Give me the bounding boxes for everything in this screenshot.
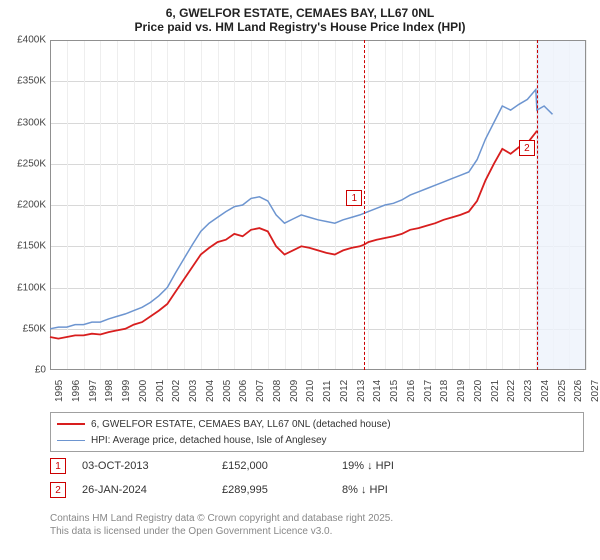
legend-swatch-hpi bbox=[57, 440, 85, 441]
series-line bbox=[50, 90, 553, 329]
xtick-label: 2008 bbox=[272, 380, 283, 402]
ytick-label: £350K bbox=[17, 76, 46, 87]
xtick-label: 2010 bbox=[305, 380, 316, 402]
xtick-label: 2025 bbox=[557, 380, 568, 402]
xtick-label: 1997 bbox=[88, 380, 99, 402]
ytick-label: £150K bbox=[17, 241, 46, 252]
sale-marker-2: 2 bbox=[50, 482, 66, 498]
sale-price-1: £152,000 bbox=[222, 460, 342, 472]
sale-marker-1: 1 bbox=[50, 458, 66, 474]
xtick-label: 1995 bbox=[54, 380, 65, 402]
ytick-label: £0 bbox=[35, 365, 46, 376]
xtick-label: 2004 bbox=[205, 380, 216, 402]
xtick-label: 2005 bbox=[222, 380, 233, 402]
sale-price-2: £289,995 bbox=[222, 484, 342, 496]
xtick-label: 2018 bbox=[439, 380, 450, 402]
xtick-label: 2002 bbox=[171, 380, 182, 402]
sales-table: 1 03-OCT-2013 £152,000 19% ↓ HPI 2 26-JA… bbox=[50, 454, 584, 502]
xtick-label: 2015 bbox=[389, 380, 400, 402]
ytick-label: £50K bbox=[23, 323, 46, 334]
xtick-label: 2006 bbox=[238, 380, 249, 402]
xtick-label: 2022 bbox=[506, 380, 517, 402]
ytick-label: £200K bbox=[17, 200, 46, 211]
xtick-label: 1999 bbox=[121, 380, 132, 402]
xtick-label: 2013 bbox=[356, 380, 367, 402]
sale-row-1: 1 03-OCT-2013 £152,000 19% ↓ HPI bbox=[50, 454, 584, 478]
xtick-label: 2026 bbox=[573, 380, 584, 402]
sale-date-2: 26-JAN-2024 bbox=[82, 484, 222, 496]
chart-marker-2: 2 bbox=[519, 140, 535, 156]
legend-item-hpi: HPI: Average price, detached house, Isle… bbox=[57, 432, 577, 448]
xtick-label: 2017 bbox=[423, 380, 434, 402]
xtick-label: 2012 bbox=[339, 380, 350, 402]
xtick-label: 2003 bbox=[188, 380, 199, 402]
ytick-label: £250K bbox=[17, 158, 46, 169]
xtick-label: 2009 bbox=[289, 380, 300, 402]
footer-line2: This data is licensed under the Open Gov… bbox=[50, 525, 393, 538]
line-series-svg bbox=[50, 40, 586, 370]
sale-row-2: 2 26-JAN-2024 £289,995 8% ↓ HPI bbox=[50, 478, 584, 502]
xtick-label: 2023 bbox=[523, 380, 534, 402]
chart-container: 6, GWELFOR ESTATE, CEMAES BAY, LL67 0NL … bbox=[0, 0, 600, 560]
legend-swatch-property bbox=[57, 423, 85, 425]
xtick-label: 2016 bbox=[406, 380, 417, 402]
xtick-label: 1998 bbox=[104, 380, 115, 402]
xtick-label: 2019 bbox=[456, 380, 467, 402]
ytick-label: £300K bbox=[17, 117, 46, 128]
legend: 6, GWELFOR ESTATE, CEMAES BAY, LL67 0NL … bbox=[50, 412, 584, 452]
xtick-label: 2020 bbox=[473, 380, 484, 402]
legend-label-property: 6, GWELFOR ESTATE, CEMAES BAY, LL67 0NL … bbox=[91, 419, 391, 430]
series-line bbox=[50, 131, 537, 339]
ytick-label: £400K bbox=[17, 35, 46, 46]
chart-marker-1: 1 bbox=[346, 190, 362, 206]
chart-title-subtitle: Price paid vs. HM Land Registry's House … bbox=[0, 20, 600, 34]
xtick-label: 2027 bbox=[590, 380, 600, 402]
legend-label-hpi: HPI: Average price, detached house, Isle… bbox=[91, 435, 327, 446]
chart-titles: 6, GWELFOR ESTATE, CEMAES BAY, LL67 0NL … bbox=[0, 0, 600, 34]
xtick-label: 2007 bbox=[255, 380, 266, 402]
sale-date-1: 03-OCT-2013 bbox=[82, 460, 222, 472]
xtick-label: 2011 bbox=[322, 380, 333, 402]
xtick-label: 2024 bbox=[540, 380, 551, 402]
sale-delta-1: 19% ↓ HPI bbox=[342, 460, 462, 472]
footer-line1: Contains HM Land Registry data © Crown c… bbox=[50, 512, 393, 525]
xtick-label: 2001 bbox=[155, 380, 166, 402]
sale-delta-2: 8% ↓ HPI bbox=[342, 484, 462, 496]
xtick-label: 2000 bbox=[138, 380, 149, 402]
xtick-label: 1996 bbox=[71, 380, 82, 402]
footer-attribution: Contains HM Land Registry data © Crown c… bbox=[50, 512, 393, 538]
xtick-label: 2021 bbox=[490, 380, 501, 402]
chart-title-address: 6, GWELFOR ESTATE, CEMAES BAY, LL67 0NL bbox=[0, 6, 600, 20]
legend-item-property: 6, GWELFOR ESTATE, CEMAES BAY, LL67 0NL … bbox=[57, 416, 577, 432]
xtick-label: 2014 bbox=[372, 380, 383, 402]
ytick-label: £100K bbox=[17, 282, 46, 293]
